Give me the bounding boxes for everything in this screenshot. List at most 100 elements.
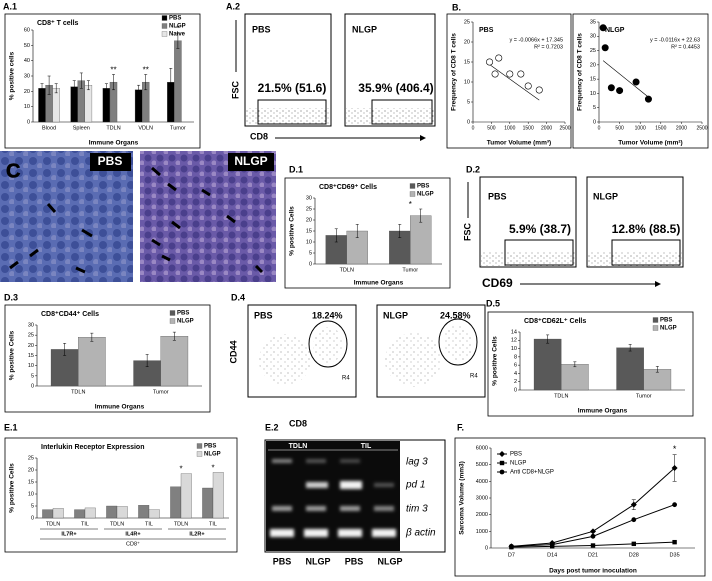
x-tick-label: TIL xyxy=(209,521,217,527)
region-label: R4 xyxy=(342,376,350,382)
x-tick-label: Tumor xyxy=(153,389,169,395)
error-bar xyxy=(54,83,58,94)
gate xyxy=(257,99,327,125)
point xyxy=(616,87,624,95)
y-tick-label: 20 xyxy=(590,62,596,68)
legend-label: NLGP xyxy=(169,24,186,30)
lane-label: NLGP xyxy=(377,556,402,566)
legend-swatch xyxy=(196,451,203,457)
y-axis-label: % positive Cells xyxy=(9,463,16,513)
panel-frame xyxy=(572,13,709,149)
group-label: CD8⁺ xyxy=(126,540,140,547)
arrow-head xyxy=(655,281,661,287)
axis-label: CD8 xyxy=(289,418,307,428)
lane-label: NLGP xyxy=(305,556,330,566)
bar xyxy=(616,347,644,391)
y-tick-label: 0 xyxy=(27,119,30,125)
x-tick-label: 2000 xyxy=(676,125,687,131)
micrograph xyxy=(0,151,133,282)
panel-label: B. xyxy=(452,2,461,12)
r-squared: R² = 0.4453 xyxy=(671,44,700,50)
plot-title: NLGP xyxy=(383,310,408,320)
legend-swatch xyxy=(652,317,659,323)
y-tick-label: 5 xyxy=(31,503,34,509)
y-tick-label: 0 xyxy=(593,119,596,125)
label-box xyxy=(90,153,131,171)
gel: TDLN TIL lag 3 pd 1 tim 3 β actin PBS NL… xyxy=(264,439,446,566)
error-bar xyxy=(655,366,659,373)
x-axis-label: Immune Organs xyxy=(354,280,404,287)
y-tick-label: 8 xyxy=(514,354,517,360)
y-tick-label: 0 xyxy=(309,261,312,267)
y-tick-label: 20 xyxy=(24,89,30,95)
gate xyxy=(438,318,478,366)
panel-frame xyxy=(446,13,572,149)
column-label: TIL xyxy=(361,443,372,450)
error-bar xyxy=(573,361,577,368)
column-label: TDLN xyxy=(289,443,308,450)
image-title: NLGP xyxy=(234,154,267,168)
bar xyxy=(160,336,189,387)
legend-swatch xyxy=(169,310,176,316)
y-tick-label: 6 xyxy=(514,363,517,369)
legend-label: PBS xyxy=(177,311,189,317)
dot-cloud xyxy=(385,333,441,387)
gate xyxy=(371,99,433,125)
region-label: R4 xyxy=(470,374,478,380)
error-bar xyxy=(137,84,141,95)
x-tick-label: 1500 xyxy=(655,125,666,131)
panel-label: E.2 xyxy=(265,422,279,432)
gate-label: 35.9% (406.4) xyxy=(358,81,433,95)
y-tick-label: 12 xyxy=(511,338,517,344)
bar xyxy=(170,486,182,519)
arrows xyxy=(9,166,264,274)
y-tick-label: 10 xyxy=(24,104,30,110)
y-tick-label: 20 xyxy=(28,343,34,349)
bar xyxy=(116,506,128,519)
x-tick-label: 2000 xyxy=(541,125,552,131)
x-axis-label: Tumor Volume (mm³) xyxy=(487,140,551,147)
x-tick-label: 500 xyxy=(487,125,496,131)
y-tick-label: 30 xyxy=(590,34,596,40)
panel-label: D.4 xyxy=(231,292,245,302)
micrographs: C PBS NLGP xyxy=(0,151,276,282)
panel-label: F. xyxy=(457,422,464,432)
bar xyxy=(174,40,182,123)
x-tick-label: TDLN xyxy=(110,521,124,527)
y-tick-label: 15 xyxy=(28,353,34,359)
equation: y = -0.0066x + 17.345 xyxy=(509,37,563,43)
trendline xyxy=(602,60,649,98)
y-tick-label: 0 xyxy=(31,383,34,389)
y-tick-label: 15 xyxy=(464,59,470,65)
panel-label: E.1 xyxy=(4,422,18,432)
micrograph xyxy=(140,151,276,282)
y-tick-label: 25 xyxy=(464,19,470,25)
error-bar xyxy=(631,499,636,510)
bar xyxy=(148,509,160,519)
significance: ** xyxy=(110,66,116,75)
panel-labels: A.1 A.2 B. D.1 D.2 D.3 D.4 D.5 E.1 E.2 F… xyxy=(3,1,500,432)
legend-swatch xyxy=(161,31,168,37)
y-tick-label: 30 xyxy=(306,195,312,201)
bar xyxy=(410,215,432,265)
x-tick-label: VDLN xyxy=(138,125,153,131)
panel-frame xyxy=(4,437,238,553)
error-bar xyxy=(86,80,90,91)
error-bar xyxy=(398,224,402,238)
legend-label: NLGP xyxy=(204,452,221,458)
legend-swatch xyxy=(169,318,176,324)
panel-label: C xyxy=(6,160,20,182)
gate xyxy=(504,239,574,266)
x-tick-label: TIL xyxy=(81,521,89,527)
y-tick-label: 5 xyxy=(467,99,470,105)
legend-label: NLGP xyxy=(510,461,526,467)
panel-label: D.1 xyxy=(289,164,303,174)
x-tick-label: Tumor xyxy=(402,267,418,273)
legend-label: NLGP xyxy=(177,319,194,325)
significance: * xyxy=(179,465,182,474)
bar xyxy=(84,85,93,123)
x-tick-label: 2500 xyxy=(559,125,570,131)
equation: y = -0.0116x + 22.63 xyxy=(650,37,700,43)
group-label: IL2R+ xyxy=(189,531,204,537)
x-tick-label: TIL xyxy=(145,521,153,527)
